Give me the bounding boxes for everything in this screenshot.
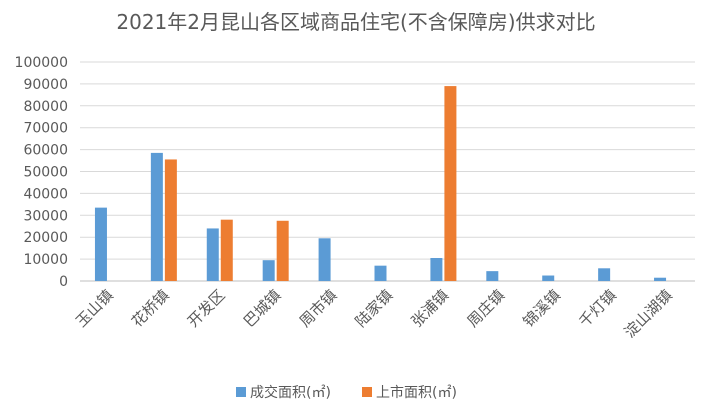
x-tick-label: 陆家镇	[352, 286, 397, 331]
x-tick-label: 千灯镇	[575, 286, 620, 331]
y-tick-label: 60000	[23, 143, 68, 159]
chart-title: 2021年2月昆山各区域商品住宅(不含保障房)供求对比	[116, 10, 596, 34]
x-tick-label: 玉山镇	[72, 286, 117, 331]
bar-transaction	[654, 277, 667, 281]
y-tick-label: 70000	[23, 121, 68, 137]
bar-listing	[220, 219, 233, 281]
bar-transaction	[542, 275, 555, 281]
y-tick-label: 80000	[23, 99, 68, 115]
y-tick-label: 10000	[23, 252, 68, 268]
bar-transaction	[262, 260, 275, 281]
bar-transaction	[430, 258, 443, 281]
y-tick-label: 100000	[15, 55, 68, 71]
bar-listing	[444, 86, 457, 281]
x-tick-label: 周庄镇	[464, 286, 509, 331]
y-axis-ticks: 0 10000 20000 30000 40000 50000 60000 70000 8000…	[15, 55, 68, 290]
y-tick-label: 0	[59, 274, 68, 290]
y-tick-label: 50000	[23, 165, 68, 181]
bar-transaction	[374, 265, 387, 281]
legend-label: 上市面积(㎡)	[376, 384, 457, 401]
bar-listing	[276, 220, 289, 281]
bar-transaction	[206, 228, 219, 281]
x-tick-label: 淀山湖镇	[621, 286, 676, 341]
bar-transaction	[94, 207, 107, 281]
x-tick-label: 花桥镇	[128, 286, 173, 331]
legend-label: 成交面积(㎡)	[250, 384, 331, 401]
x-tick-label: 张浦镇	[408, 286, 453, 331]
bar-transaction	[486, 271, 499, 281]
legend-swatch	[362, 387, 372, 397]
y-tick-label: 20000	[23, 230, 68, 246]
bar-transaction	[318, 238, 331, 281]
bar-transaction	[150, 152, 163, 281]
x-tick-label: 锦溪镇	[519, 286, 564, 331]
legend: 成交面积(㎡) 上市面积(㎡)	[236, 384, 457, 401]
x-tick-label: 周市镇	[296, 286, 341, 331]
y-tick-label: 40000	[23, 186, 68, 202]
x-tick-label: 开发区	[184, 286, 229, 331]
x-tick-label: 巴城镇	[240, 286, 285, 331]
bar-transaction	[598, 268, 611, 281]
y-tick-label: 90000	[23, 77, 68, 93]
y-tick-label: 30000	[23, 208, 68, 224]
bar-listing	[164, 159, 177, 281]
x-axis-labels: 玉山镇 花桥镇 开发区 巴城镇 周市镇 陆家镇 张浦镇 周庄镇 锦溪镇 千灯镇 淀山湖镇	[72, 286, 676, 341]
legend-swatch	[236, 387, 246, 397]
bars	[94, 86, 667, 281]
gridlines	[80, 61, 695, 282]
